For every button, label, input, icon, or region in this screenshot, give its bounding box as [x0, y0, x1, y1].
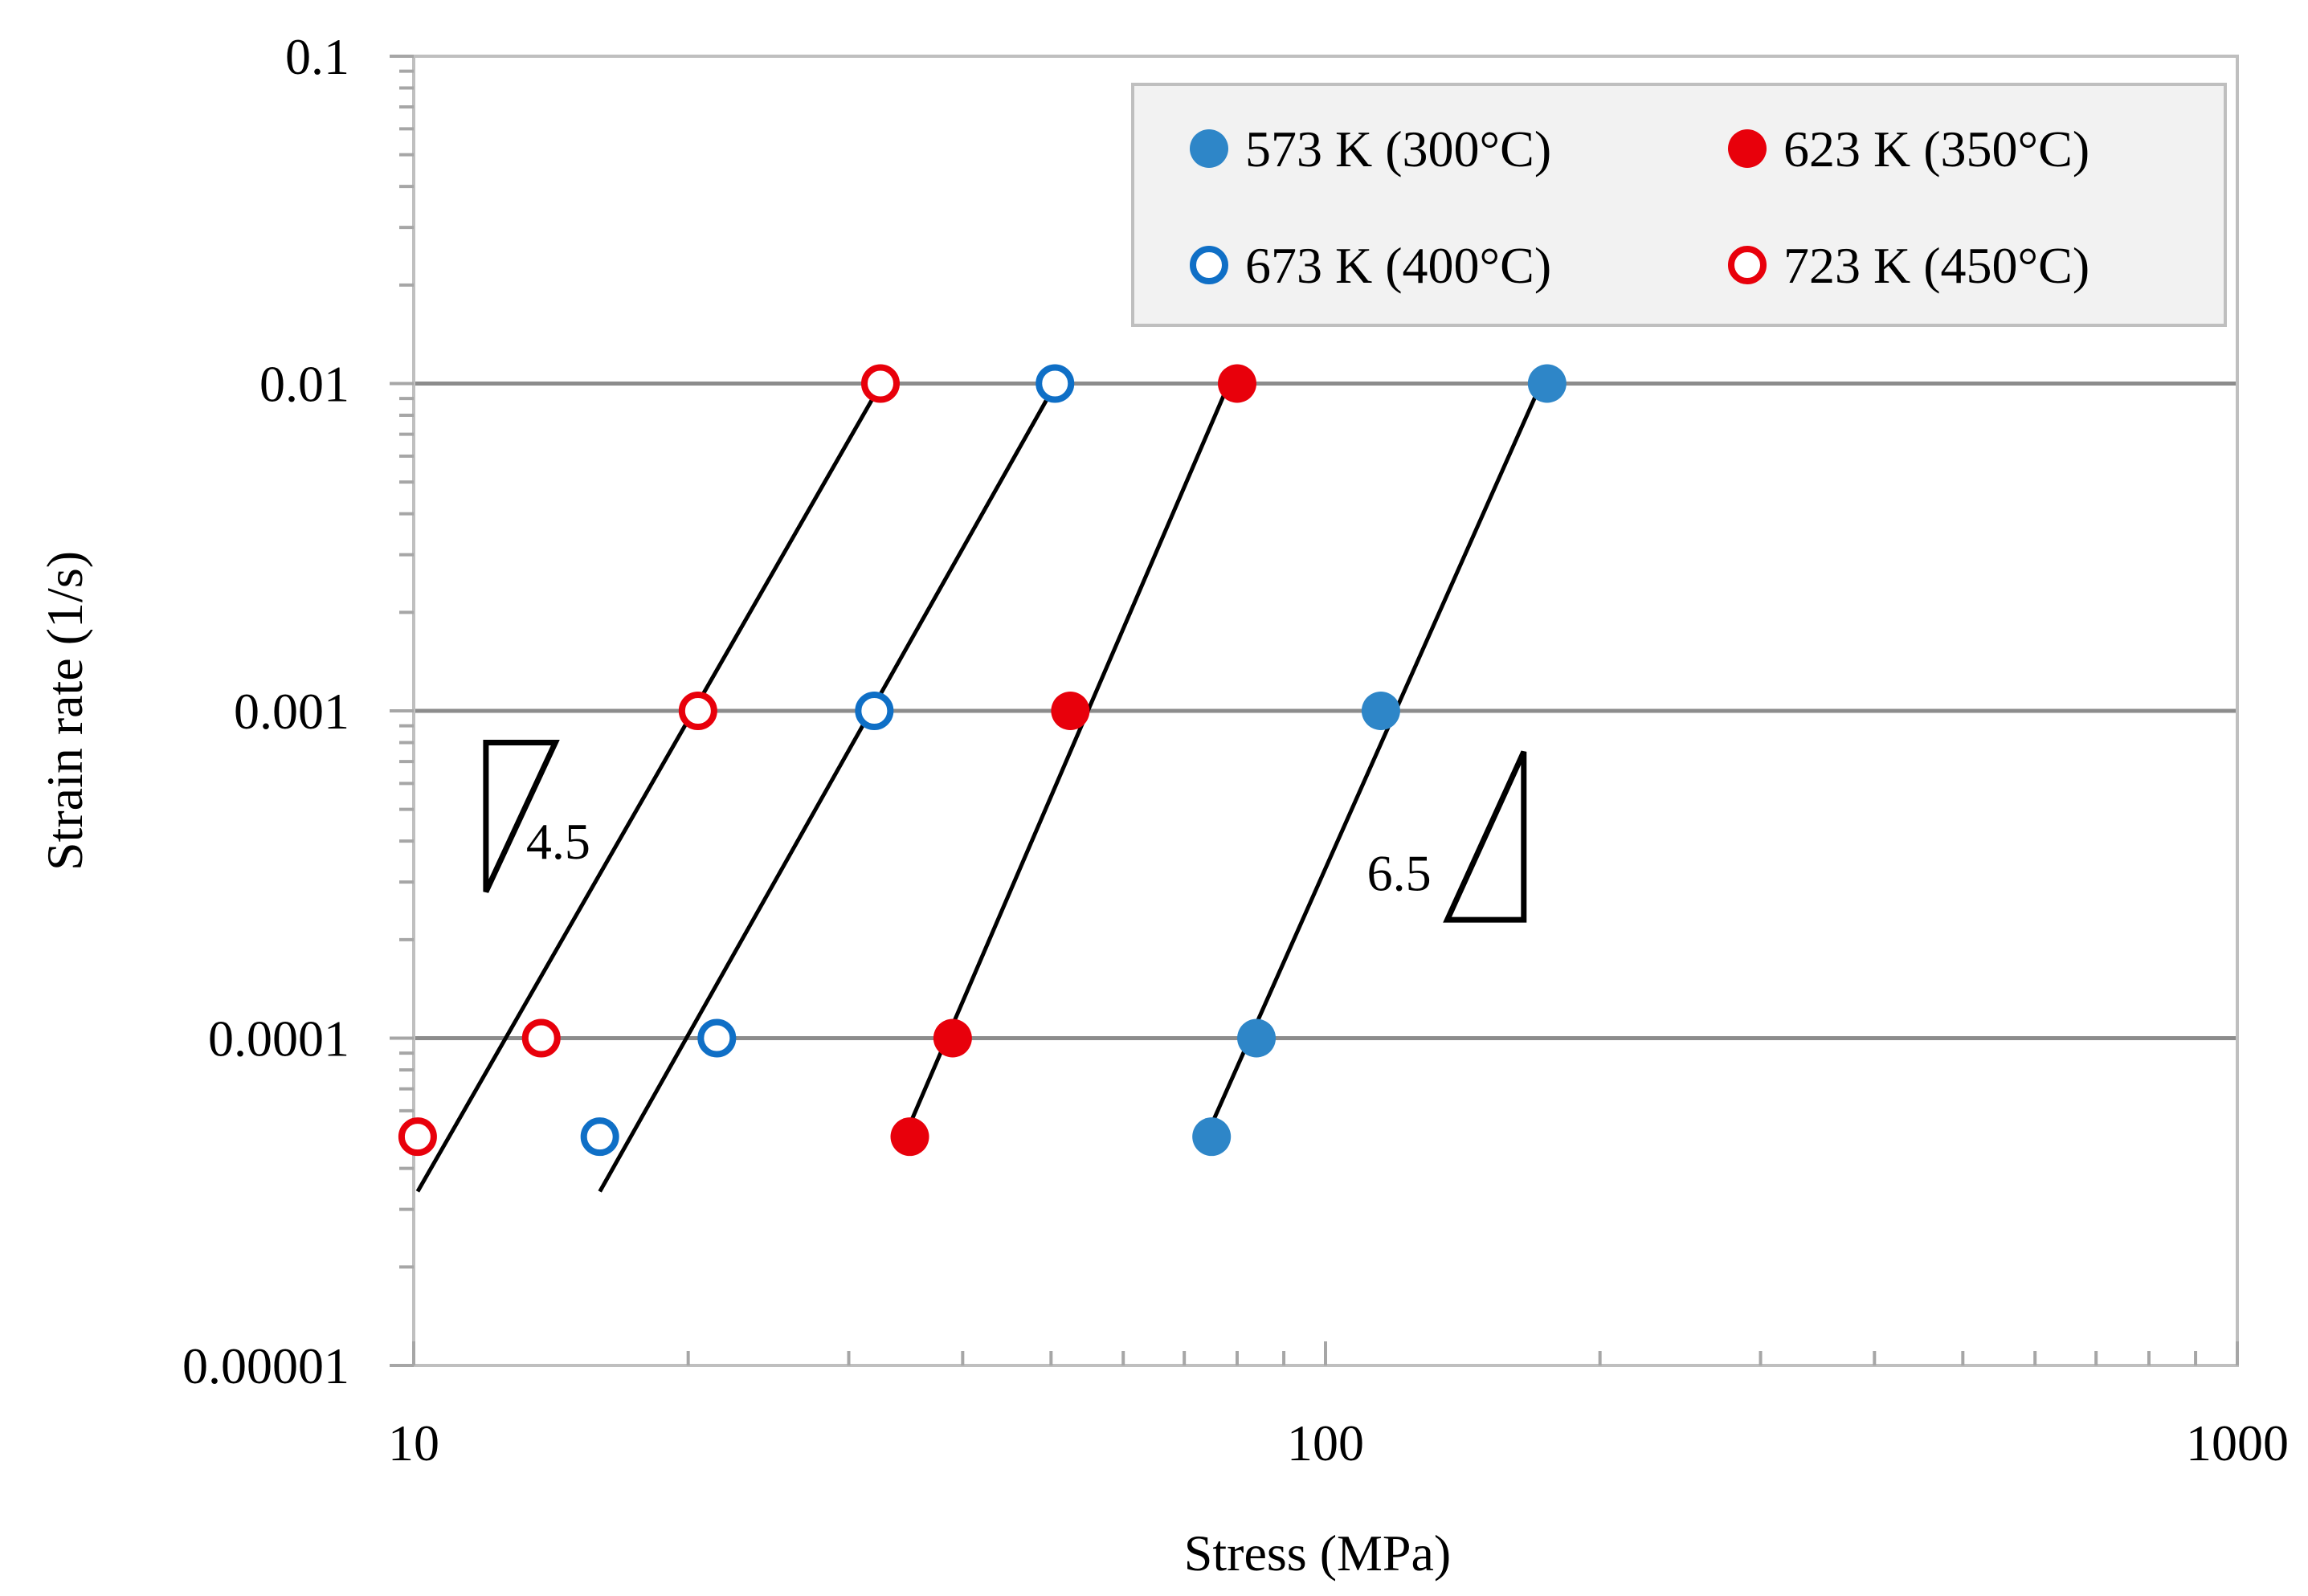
data-point: [860, 364, 900, 403]
x-tick-label: 1000: [2186, 1414, 2289, 1472]
data-point: [1361, 692, 1400, 730]
data-point: [1051, 692, 1090, 730]
data-point: [1192, 1117, 1232, 1157]
x-tick-label: 10: [388, 1414, 439, 1472]
data-point: [933, 1018, 972, 1058]
y-tick-label: 0.001: [234, 683, 349, 740]
y-tick-label: 0.0001: [208, 1010, 349, 1067]
legend: 573 K (300°C) 623 K (350°C) 673 K (400°C) 7…: [1131, 83, 2227, 327]
legend-label: 573 K (300°C): [1245, 120, 1551, 178]
trend-line-2: [598, 384, 1057, 1193]
trend-line-1: [908, 369, 1237, 1125]
legend-label: 623 K (350°C): [1783, 120, 2089, 178]
data-point: [890, 1117, 929, 1157]
y-tick-label: 0.1: [285, 28, 349, 85]
data-point: [521, 1018, 561, 1058]
legend-marker: [1190, 246, 1228, 284]
data-point: [1218, 364, 1257, 403]
legend-box: [1131, 83, 2227, 327]
y-axis-title: Strain rate (1/s): [36, 551, 93, 871]
x-tick-label: 100: [1287, 1414, 1364, 1472]
data-point: [1237, 1018, 1277, 1058]
legend-label: 723 K (450°C): [1783, 237, 2089, 294]
axes: 0.1 0.01 0.001 0.0001 0.00001 10 100 1000: [182, 28, 2289, 1472]
data-point: [1036, 364, 1075, 403]
data-point: [1527, 364, 1567, 403]
data-point: [855, 692, 894, 730]
legend-label: 673 K (400°C): [1245, 237, 1551, 294]
y-tick-label: 0.01: [259, 356, 349, 413]
data-point: [580, 1117, 619, 1157]
legend-marker: [1728, 129, 1767, 168]
x-axis-title: Stress (MPa): [1184, 1525, 1451, 1582]
data-point: [697, 1018, 737, 1058]
y-tick-label: 0.00001: [182, 1337, 349, 1394]
slope-triangle-1: [1443, 750, 1527, 923]
slope-annotations: 4.5 6.5: [483, 740, 1527, 923]
slope-label: 4.5: [526, 813, 590, 870]
legend-marker: [1728, 246, 1767, 284]
trend-line-3: [415, 384, 883, 1193]
slope-triangle-0: [483, 740, 560, 893]
data-markers: [398, 364, 1567, 1157]
data-point: [678, 692, 717, 730]
legend-marker: [1190, 129, 1228, 168]
slope-label: 6.5: [1367, 845, 1432, 902]
data-point: [398, 1117, 437, 1157]
trend-line-0: [1209, 369, 1550, 1125]
trend-lines: [415, 369, 1550, 1193]
